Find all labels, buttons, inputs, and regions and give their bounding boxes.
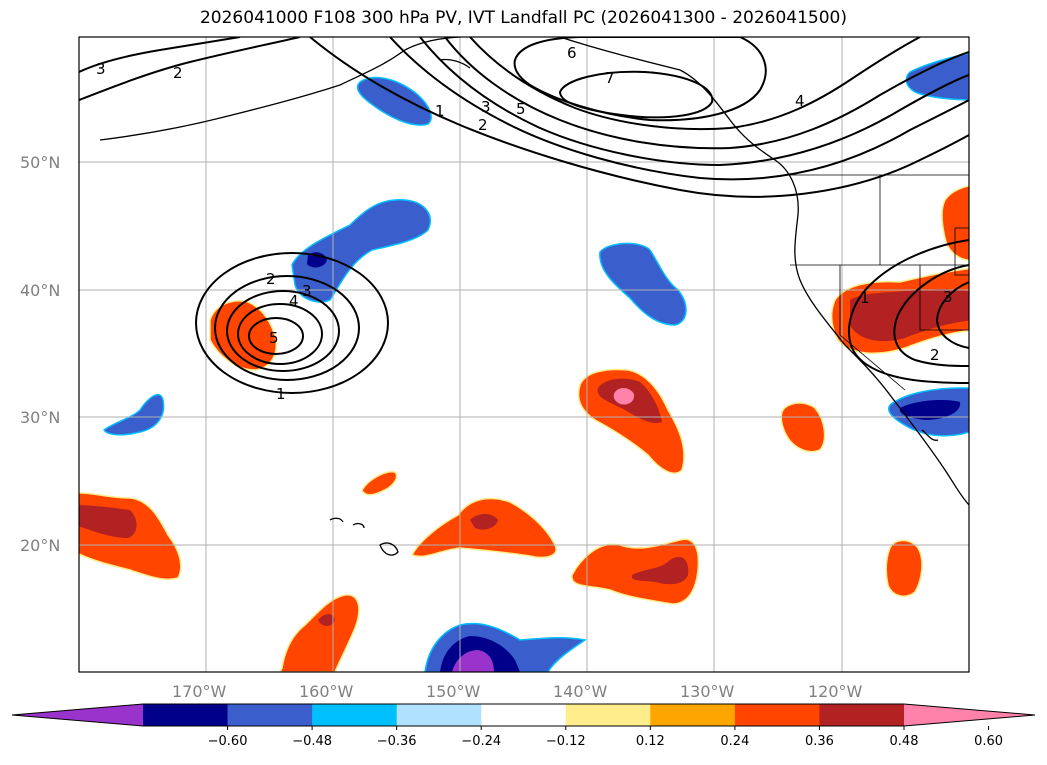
colorbar-segment — [396, 704, 482, 726]
contour-low-5 — [248, 317, 304, 355]
lon-label: 120°W — [808, 682, 863, 701]
positive-anomaly-south-west — [279, 594, 360, 672]
contour-ridge-2 — [389, 37, 969, 181]
lon-label: 170°W — [172, 682, 227, 701]
positive-anomaly-baja — [885, 539, 923, 597]
contour-east-1 — [848, 239, 969, 384]
positive-anomaly-low-west — [209, 300, 278, 371]
colorbar-segment — [312, 704, 398, 726]
contour-label: 3 — [96, 60, 106, 78]
negative-anomaly-west — [102, 393, 165, 436]
colorbar-labels: −0.60 −0.48 −0.36 −0.24 −0.12 0.12 0.24 0.36 0.4… — [208, 726, 1003, 749]
contour-ridge-1 — [309, 37, 969, 198]
contour-label: 1 — [860, 289, 870, 307]
contour-east-2 — [893, 264, 969, 367]
gridlines — [79, 37, 969, 672]
colorbar — [11, 703, 1036, 727]
positive-anomaly-central-peak — [613, 388, 635, 405]
contour-low-4 — [237, 303, 323, 365]
longitude-labels: 170°W 160°W 150°W 140°W 130°W 120°W — [172, 682, 863, 701]
lon-label: 150°W — [426, 682, 481, 701]
positive-anomaly-tiny — [361, 471, 398, 496]
lat-label: 40°N — [20, 281, 60, 300]
contour-labels: 3 2 1 3 2 5 6 7 4 2 3 4 5 1 1 3 2 — [96, 44, 953, 403]
contour-label: 7 — [605, 69, 615, 87]
borders — [790, 174, 969, 391]
positive-anomaly-south-west-core — [318, 614, 335, 626]
colorbar-segment — [650, 704, 736, 726]
colorbar-segment — [565, 704, 651, 726]
lon-label: 160°W — [299, 682, 354, 701]
colorbar-tick-label: 0.36 — [805, 734, 834, 749]
contour-label: 2 — [173, 64, 183, 82]
lat-label: 30°N — [20, 408, 60, 427]
contour-nw-3 — [79, 37, 241, 73]
contour-ridge-7 — [558, 70, 714, 119]
colorbar-segment — [734, 704, 820, 726]
negative-anomaly-south-peak — [452, 650, 494, 672]
contour-east-3 — [935, 281, 969, 349]
contour-label: 3 — [481, 98, 491, 116]
latitude-labels: 50°N 40°N 30°N 20°N — [20, 153, 60, 555]
negative-anomaly-aleutian — [356, 76, 432, 126]
colorbar-segment — [481, 704, 567, 726]
colorbar-tick-label: 0.60 — [974, 734, 1003, 749]
positive-anomaly-south-central-core — [631, 556, 689, 585]
contour-ridge-3 — [419, 37, 969, 167]
colorbar-tick-label: 0.48 — [890, 734, 919, 749]
colorbar-outline — [11, 703, 1036, 727]
negative-anomaly-midpacific — [599, 242, 687, 326]
positive-anomaly-california-core — [850, 289, 969, 342]
negative-anomaly-socal-core — [899, 400, 961, 420]
positive-anomaly-offshore — [780, 402, 826, 453]
contour-label: 6 — [567, 44, 577, 62]
lat-label: 50°N — [20, 153, 60, 172]
contour-label: 4 — [795, 92, 805, 110]
colorbar-tick-label: −0.48 — [292, 734, 332, 749]
contour-label: 2 — [930, 346, 940, 364]
colorbar-extension-low — [12, 704, 143, 726]
colorbar-segment — [819, 704, 905, 726]
contour-low-1 — [195, 252, 389, 394]
contour-nw-2 — [79, 37, 301, 101]
colorbar-tick-label: −0.24 — [461, 734, 501, 749]
contour-low-3 — [226, 290, 340, 372]
contour-label: 4 — [289, 292, 299, 310]
contour-label: 2 — [266, 270, 276, 288]
colorbar-tick-label: −0.12 — [546, 734, 586, 749]
colorbar-segment — [227, 704, 313, 726]
colorbar-tick-label: 0.24 — [720, 734, 749, 749]
contour-low-2 — [214, 275, 360, 381]
colorbar-segment — [143, 704, 229, 726]
contour-label: 5 — [269, 329, 279, 347]
colorbar-tick-label: −0.36 — [377, 734, 417, 749]
positive-anomaly-west-20n-core — [79, 505, 137, 538]
colorbar-tick-label: 0.12 — [636, 734, 665, 749]
colorbar-extension-high — [904, 704, 1035, 726]
positive-anomaly-hawaii-core — [470, 514, 498, 530]
map-title: 2026041000 F108 300 hPa PV, IVT Landfall… — [199, 8, 847, 28]
contour-label: 2 — [478, 116, 488, 134]
contour-label: 3 — [943, 288, 953, 306]
lon-label: 130°W — [680, 682, 735, 701]
contour-label: 3 — [302, 282, 312, 300]
negative-anomaly-northeast — [905, 52, 969, 101]
lat-label: 20°N — [20, 536, 60, 555]
contour-label: 1 — [276, 385, 286, 403]
contour-label: 5 — [516, 100, 526, 118]
negative-anomaly-central — [291, 199, 431, 303]
lon-label: 140°W — [553, 682, 608, 701]
contour-ridge-4 — [444, 37, 969, 150]
coastlines — [99, 37, 969, 556]
map-frame — [78, 36, 970, 673]
colorbar-tick-label: −0.60 — [208, 734, 248, 749]
contour-label: 1 — [435, 102, 445, 120]
